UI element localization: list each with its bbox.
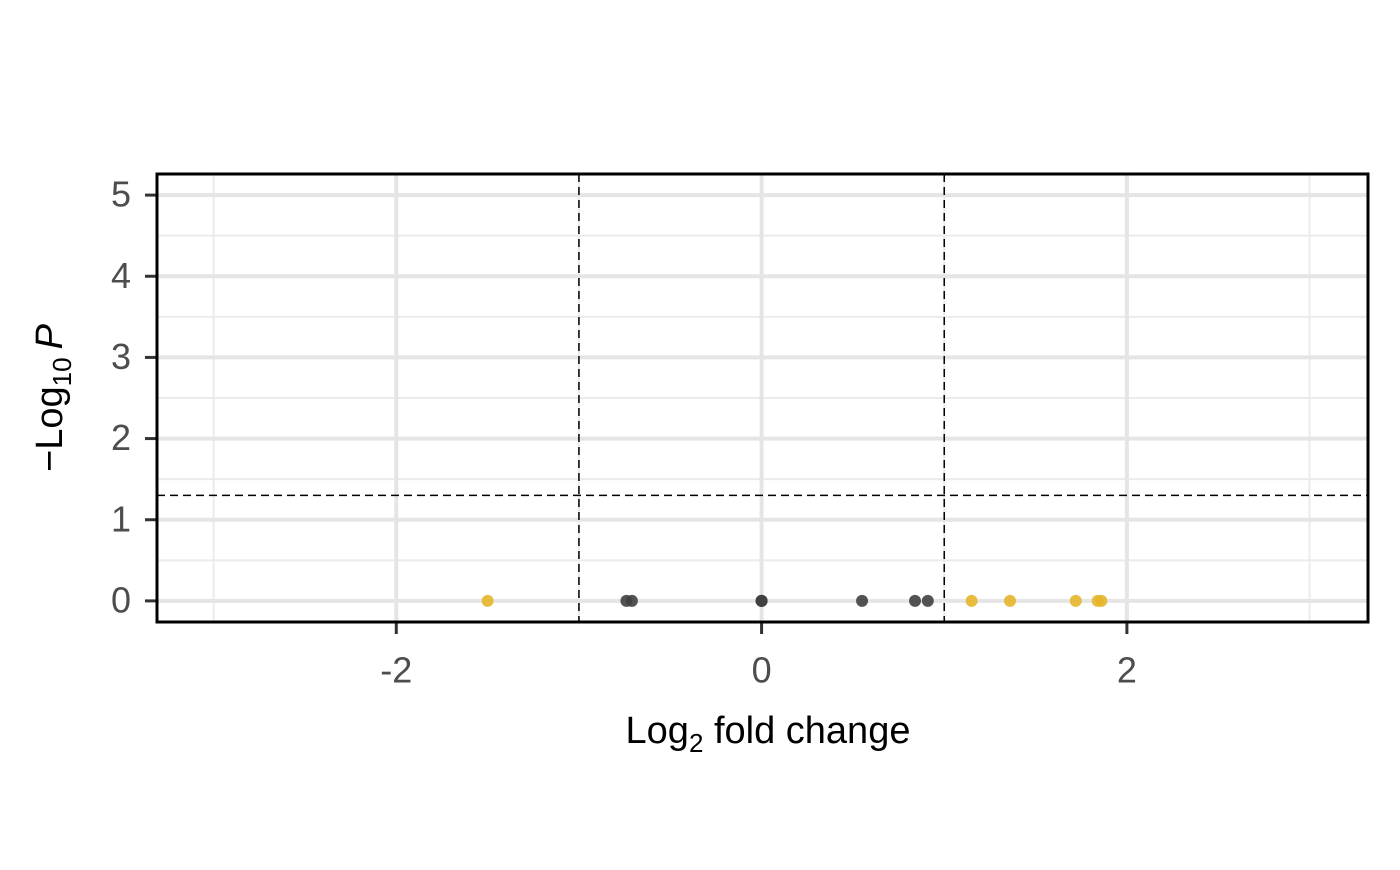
y-tick-label: 5 <box>111 174 131 215</box>
x-tick-label: 2 <box>1117 650 1137 691</box>
x-tick-label: -2 <box>380 650 412 691</box>
point <box>965 594 978 607</box>
point <box>856 594 869 607</box>
point <box>755 594 768 607</box>
x-label-text: Log <box>626 710 689 752</box>
y-label-italic: P <box>29 323 71 349</box>
x-axis-title: Log2 fold change <box>626 710 911 758</box>
point <box>625 594 638 607</box>
point <box>909 594 922 607</box>
panel-border <box>155 172 1370 624</box>
point <box>1003 594 1016 607</box>
x-tick-label: 0 <box>752 650 772 691</box>
y-tick-label: 1 <box>111 498 131 539</box>
x-label-sub: 2 <box>689 728 703 758</box>
x-label-rest: fold change <box>703 710 910 752</box>
y-label-prefix: −Log <box>29 386 71 472</box>
y-tick-label: 4 <box>111 255 131 296</box>
point <box>921 594 934 607</box>
y-axis-title: −Log10 P <box>29 323 77 472</box>
point <box>1069 594 1082 607</box>
point <box>481 594 494 607</box>
point <box>1095 594 1108 607</box>
y-tick-label: 3 <box>111 336 131 377</box>
y-tick-label: 2 <box>111 417 131 458</box>
y-tick-label: 0 <box>111 579 131 620</box>
y-label-sub: 10 <box>47 357 77 386</box>
